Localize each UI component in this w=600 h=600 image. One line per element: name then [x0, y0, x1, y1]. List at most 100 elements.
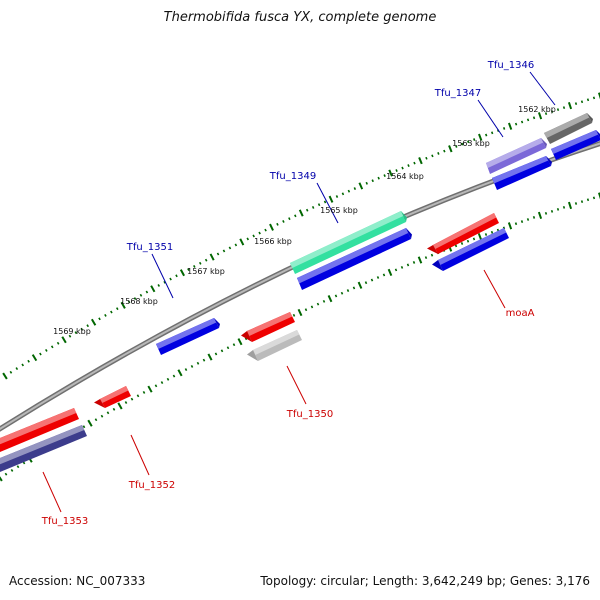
scale-label: 1564 kbp: [386, 172, 424, 181]
scale-tick: [136, 394, 140, 398]
scale-tick: [74, 331, 78, 335]
scale-tick: [0, 476, 3, 482]
scale-tick: [472, 237, 476, 241]
scale-tick: [228, 246, 232, 250]
scale-tick: [177, 369, 183, 377]
scale-tick: [234, 243, 238, 247]
scale-tick: [317, 203, 321, 207]
scale-tick: [382, 273, 386, 277]
scale-tick: [16, 465, 20, 469]
scale-tick: [147, 385, 153, 393]
scale-label: 1565 kbp: [320, 206, 358, 215]
scale-tick: [82, 425, 86, 429]
scale-tick: [232, 343, 236, 347]
scale-tick: [580, 200, 584, 203]
scale-tick: [145, 290, 149, 294]
scale-tick: [127, 300, 131, 304]
feature-fwd-cds-1[interactable]: [492, 156, 552, 190]
scale-tick: [562, 106, 566, 110]
gene-label-tfu_1346[interactable]: Tfu_1346: [487, 60, 534, 71]
genome-backbone: [0, 141, 600, 432]
scale-tick: [316, 302, 320, 306]
scale-tick: [86, 324, 89, 328]
scale-tick: [395, 169, 398, 172]
scale-tick: [490, 131, 494, 135]
gene-label-tfu_1353[interactable]: Tfu_1353: [41, 516, 88, 527]
scale-tick: [288, 217, 291, 221]
scale-tick: [21, 363, 25, 367]
feature-Tfu_1349[interactable]: [290, 211, 407, 274]
scale-tick: [341, 192, 345, 196]
feature-moaA[interactable]: [427, 213, 499, 254]
scale-tick: [163, 280, 166, 284]
scale-tick: [31, 354, 38, 362]
scale-tick: [357, 281, 363, 289]
feature-Tfu_1347[interactable]: [486, 138, 547, 174]
scale-tick: [106, 411, 110, 415]
scale-tick: [567, 101, 573, 110]
feature-fwd-cds-3[interactable]: [297, 228, 412, 290]
scale-tick: [222, 249, 226, 253]
scale-tick: [520, 120, 524, 124]
feature-rev-cds-3[interactable]: [0, 408, 79, 452]
scale-tick: [184, 368, 188, 372]
scale-tick: [2, 372, 8, 380]
scale-tick: [592, 96, 596, 100]
scale-tick: [305, 208, 309, 212]
scale-tick: [484, 233, 488, 236]
scale-tick: [574, 102, 578, 106]
scale-tick: [110, 310, 113, 314]
scale-tick: [485, 133, 488, 137]
scale-tick: [544, 211, 548, 215]
feature-Tfu_1346[interactable]: [544, 113, 593, 144]
scale-tick: [526, 118, 530, 122]
leader-line: [483, 269, 506, 309]
scale-tick: [68, 334, 72, 338]
scale-tick: [334, 294, 338, 298]
feature-rev-cds-1[interactable]: [432, 228, 509, 271]
gene-label-tfu_1352[interactable]: Tfu_1352: [128, 480, 175, 491]
scale-tick: [387, 268, 393, 277]
scale-tick: [258, 231, 261, 235]
genome-stats: Topology: circular; Length: 3,642,249 bp…: [260, 574, 590, 588]
scale-tick: [443, 149, 446, 153]
scale-tick: [466, 239, 470, 243]
feature-rev-cds-2[interactable]: [241, 312, 295, 342]
scale-tick: [9, 370, 13, 374]
scale-tick: [112, 407, 116, 411]
scale-tick: [311, 206, 315, 209]
scale-tick: [412, 261, 416, 264]
feature-Tfu_1352[interactable]: [94, 386, 131, 408]
scale-tick: [401, 166, 404, 170]
scale-tick: [204, 258, 208, 262]
scale-labels: 1562 kbp 1563 kbp 1564 kbp 1565 kbp 1566 kbp…: [53, 105, 556, 336]
feature-fwd-cds-2[interactable]: [551, 130, 600, 160]
gene-label-tfu_1350[interactable]: Tfu_1350: [286, 409, 333, 420]
scale-tick: [455, 145, 458, 148]
gene-label-moaa[interactable]: moaA: [506, 308, 535, 319]
scale-tick: [15, 367, 19, 371]
feature-Tfu_1353[interactable]: [0, 425, 87, 472]
scale-tick: [169, 277, 172, 281]
accession-label: Accession: NC_007333: [9, 574, 146, 588]
scale-tick: [202, 358, 206, 362]
scale-tick: [478, 133, 483, 141]
scale-tick: [562, 206, 566, 209]
scale-tick: [370, 278, 374, 282]
scale-tick: [430, 253, 434, 257]
feature-Tfu_1350[interactable]: [247, 330, 302, 361]
scale-tick: [87, 419, 93, 427]
scale-tick: [567, 201, 573, 210]
scale-tick: [120, 301, 126, 309]
scale-tick: [376, 276, 380, 279]
gene-label-tfu_1347[interactable]: Tfu_1347: [434, 88, 481, 99]
gene-label-tfu_1349[interactable]: Tfu_1349: [269, 171, 316, 182]
scale-tick: [340, 291, 344, 295]
scale-tick: [556, 108, 560, 112]
feature-Tfu_1351[interactable]: [156, 318, 220, 355]
scale-tick: [130, 397, 134, 401]
scale-tick: [507, 122, 513, 130]
scale-label: 1563 kbp: [452, 139, 490, 148]
scale-tick: [100, 414, 104, 418]
gene-label-tfu_1351[interactable]: Tfu_1351: [126, 242, 173, 253]
